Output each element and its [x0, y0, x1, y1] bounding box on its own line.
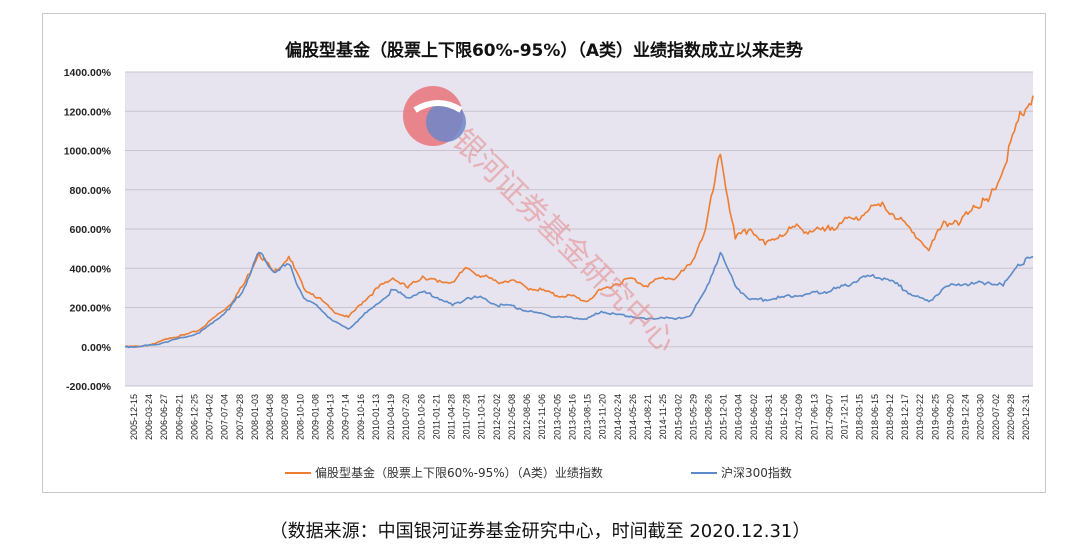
- y-tick-label: 600.00%: [70, 224, 112, 236]
- legend: 偏股型基金（股票上下限60%-95%）（A类）业绩指数 沪深300指数: [285, 465, 792, 480]
- x-tick-label: 2015-05-29: [688, 394, 698, 440]
- x-tick-label: 2014-05-26: [628, 394, 638, 440]
- x-tick-label: 2018-03-15: [855, 394, 865, 440]
- series-line-fund: [124, 95, 1034, 348]
- x-tick-label: 2012-05-08: [507, 394, 517, 440]
- x-tick-label: 2016-12-06: [779, 394, 789, 440]
- galaxy-logo-watermark: [403, 86, 466, 146]
- x-tick-label: 2009-07-14: [341, 394, 351, 440]
- x-tick-label: 2010-01-13: [371, 394, 381, 440]
- x-tick-label: 2015-03-02: [673, 394, 683, 440]
- x-tick-label: 2006-06-27: [159, 394, 169, 440]
- x-tick-label: 2012-11-06: [537, 394, 547, 439]
- x-tick-label: 2009-04-13: [326, 394, 336, 440]
- x-tick-label: 2011-07-28: [462, 394, 472, 439]
- x-tick-label: 2012-02-02: [492, 394, 502, 440]
- x-tick-label: 2016-08-31: [764, 394, 774, 440]
- x-tick-label: 2019-03-22: [915, 394, 925, 440]
- x-tick-label: 2007-04-02: [205, 394, 215, 440]
- x-tick-label: 2006-12-25: [189, 394, 199, 440]
- x-tick-label: 2007-07-04: [220, 394, 230, 440]
- y-axis-ticks: -200.00% 0.00% 200.00% 400.00% 600.00% 800.00…: [64, 67, 112, 393]
- x-tick-label: 2011-01-21: [431, 394, 441, 439]
- x-tick-label: 2017-06-13: [809, 394, 819, 440]
- legend-label-fund: 偏股型基金（股票上下限60%-95%）（A类）业绩指数: [315, 465, 603, 480]
- x-tick-label: 2008-01-03: [250, 394, 260, 440]
- x-tick-label: 2008-07-08: [280, 394, 290, 440]
- x-tick-label: 2014-02-24: [613, 394, 623, 440]
- logo-swoosh: [413, 100, 463, 113]
- x-tick-label: 2019-06-25: [930, 394, 940, 440]
- x-tick-label: 2008-10-10: [295, 394, 305, 440]
- x-tick-label: 2019-12-24: [961, 394, 971, 440]
- x-tick-label: 2020-09-28: [1006, 394, 1016, 440]
- x-tick-label: 2020-07-02: [991, 394, 1001, 440]
- y-tick-label: 200.00%: [70, 303, 112, 315]
- x-tick-label: 2007-09-28: [235, 394, 245, 440]
- series-line-hs300: [124, 251, 1034, 349]
- x-axis-ticks: 2005-12-15 2006-03-24 2006-06-27 2006-09-21…: [129, 394, 1031, 440]
- x-tick-label: 2009-01-08: [310, 394, 320, 440]
- x-tick-label: 2012-08-06: [522, 394, 532, 440]
- gridlines: [125, 71, 1033, 387]
- x-tick-label: 2018-12-17: [900, 394, 910, 440]
- x-tick-label: 2020-03-30: [976, 394, 986, 440]
- x-tick-label: 2020-12-31: [1021, 394, 1031, 440]
- x-tick-label: 2015-08-26: [704, 394, 714, 440]
- y-tick-label: 1200.00%: [64, 106, 112, 118]
- y-tick-label: 1000.00%: [64, 146, 112, 158]
- x-tick-label: 2017-12-11: [840, 394, 850, 439]
- x-tick-label: 2011-04-28: [446, 394, 456, 439]
- x-tick-label: 2010-07-20: [401, 394, 411, 440]
- chart-frame: 偏股型基金（股票上下限60%-95%）（A类）业绩指数成立以来走势 -200.0…: [42, 13, 1046, 493]
- y-tick-label: -200.00%: [66, 381, 112, 393]
- x-tick-label: 2018-06-15: [870, 394, 880, 440]
- x-tick-label: 2015-12-01: [719, 394, 729, 440]
- source-note: （数据来源：中国银河证券基金研究中心，时间截至 2020.12.31）: [269, 521, 811, 542]
- x-tick-label: 2010-04-19: [386, 394, 396, 440]
- y-tick-label: 400.00%: [70, 263, 112, 275]
- x-tick-label: 2009-10-16: [356, 394, 366, 440]
- x-tick-label: 2013-05-16: [567, 394, 577, 440]
- series-lines: [124, 95, 1034, 349]
- x-tick-label: 2017-03-09: [794, 394, 804, 440]
- y-tick-label: 1400.00%: [64, 67, 112, 79]
- y-tick-label: 0.00%: [81, 342, 111, 354]
- x-tick-label: 2008-04-08: [265, 394, 275, 440]
- x-tick-label: 2013-02-05: [552, 394, 562, 440]
- y-tick-label: 800.00%: [70, 185, 112, 197]
- x-tick-label: 2014-08-21: [643, 394, 653, 440]
- x-tick-label: 2006-09-21: [174, 394, 184, 440]
- x-tick-label: 2005-12-15: [129, 394, 139, 440]
- legend-label-hs300: 沪深300指数: [721, 465, 792, 480]
- line-chart: 偏股型基金（股票上下限60%-95%）（A类）业绩指数成立以来走势 -200.0…: [64, 40, 1034, 480]
- x-tick-label: 2013-08-15: [583, 394, 593, 440]
- x-tick-label: 2018-09-12: [885, 394, 895, 440]
- x-tick-label: 2006-03-24: [144, 394, 154, 440]
- x-tick-label: 2016-06-02: [749, 394, 759, 440]
- x-tick-label: 2011-10-31: [477, 394, 487, 439]
- x-tick-label: 2010-10-26: [416, 394, 426, 440]
- x-tick-label: 2017-09-07: [824, 394, 834, 440]
- x-tick-label: 2014-11-25: [658, 394, 668, 439]
- chart-title: 偏股型基金（股票上下限60%-95%）（A类）业绩指数成立以来走势: [285, 40, 803, 61]
- x-tick-label: 2016-03-04: [734, 394, 744, 440]
- logo-blue-circle: [426, 102, 466, 142]
- x-tick-label: 2019-09-20: [945, 394, 955, 440]
- x-tick-label: 2013-11-20: [598, 394, 608, 439]
